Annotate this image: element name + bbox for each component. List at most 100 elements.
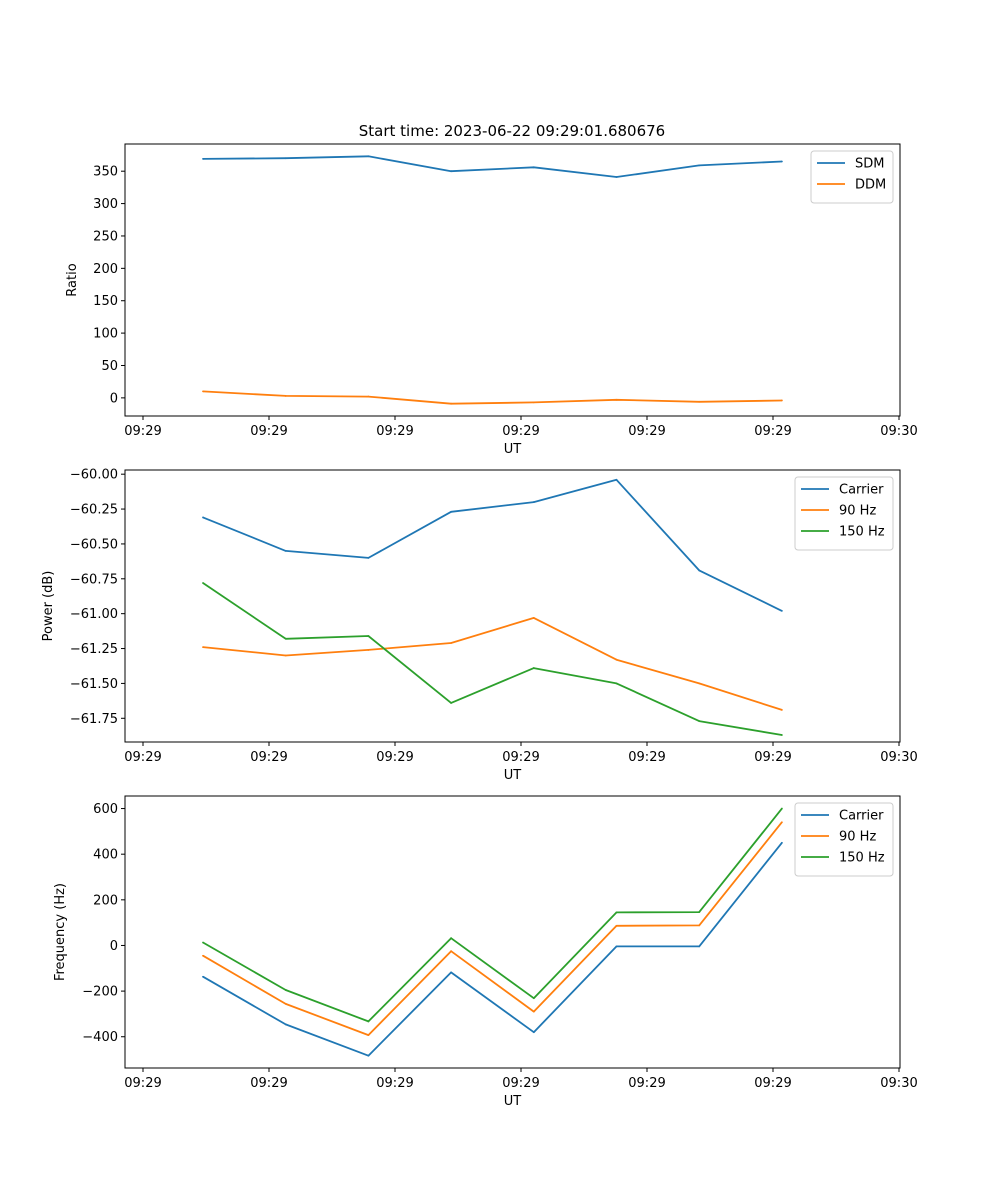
x-tick-label: 09:29	[754, 424, 791, 439]
legend: SDM DDM	[810, 150, 894, 204]
data-point	[202, 954, 204, 957]
legend: Carrier 90 Hz 150 Hz	[794, 476, 894, 551]
x-tick-label: 09:29	[754, 750, 791, 765]
x-tick-label: 09:29	[250, 1076, 287, 1091]
y-tick-label: 100	[93, 327, 118, 342]
x-tick-label: 09:30	[880, 750, 917, 765]
legend-entry: 150 Hz	[839, 525, 885, 540]
y-tick-label: −61.50	[70, 677, 118, 692]
data-point	[202, 975, 204, 978]
x-tick-label: 09:29	[376, 750, 413, 765]
y-tick-label: −60.25	[70, 503, 118, 518]
series-line-90-hz	[202, 821, 783, 1036]
x-tick-label: 09:29	[502, 750, 539, 765]
x-axis-label: UT	[504, 768, 522, 783]
y-tick-label: 200	[93, 262, 118, 277]
series-line-ddm	[202, 390, 782, 405]
data-point	[781, 399, 783, 402]
y-tick-label: 0	[110, 939, 118, 954]
data-point	[781, 807, 783, 810]
legend-entry: Carrier	[839, 483, 884, 498]
y-tick-label: −60.50	[70, 537, 118, 552]
data-point	[781, 821, 783, 824]
legend-entry: DDM	[855, 178, 886, 193]
x-tick-label: 09:29	[124, 1076, 161, 1091]
y-axis-label: Power (dB)	[41, 571, 56, 642]
data-point	[615, 478, 618, 481]
y-tick-label: −60.75	[70, 572, 118, 587]
data-point	[781, 609, 783, 612]
data-point	[202, 157, 204, 160]
legend-entry: Carrier	[839, 809, 884, 824]
data-point	[284, 989, 287, 991]
data-point	[532, 667, 535, 669]
axes-frame	[124, 469, 901, 743]
legend-entry: SDM	[855, 157, 884, 172]
x-tick-label: 09:29	[124, 424, 161, 439]
y-tick-label: −61.25	[70, 642, 118, 657]
y-tick-label: 50	[101, 359, 118, 374]
y-tick-label: −61.00	[70, 607, 118, 622]
data-point	[781, 841, 783, 844]
data-point	[284, 550, 287, 552]
data-point	[615, 658, 618, 661]
data-point	[532, 1010, 535, 1013]
data-point	[450, 510, 452, 513]
y-tick-label: −61.75	[70, 712, 118, 727]
x-tick-label: 09:29	[628, 1076, 665, 1091]
data-point	[202, 582, 204, 584]
data-point	[367, 649, 370, 651]
data-point	[284, 1002, 287, 1005]
y-axis-label: Ratio	[65, 263, 80, 296]
data-point	[532, 501, 535, 503]
data-point	[615, 945, 618, 948]
x-tick-label: 09:29	[376, 1076, 413, 1091]
data-point	[450, 971, 452, 974]
y-tick-label: 400	[93, 848, 118, 863]
x-tick-label: 09:29	[628, 424, 665, 439]
data-point	[284, 157, 287, 160]
data-point	[781, 734, 783, 736]
y-tick-label: −60.00	[70, 468, 118, 483]
data-point	[450, 402, 452, 405]
legend-entry: 150 Hz	[839, 851, 885, 866]
data-point	[532, 616, 535, 619]
data-point	[450, 702, 452, 704]
data-point	[367, 155, 370, 158]
data-point	[367, 556, 370, 559]
data-point	[698, 682, 701, 685]
data-point	[615, 682, 618, 685]
y-tick-label: −200	[82, 985, 118, 1000]
x-tick-label: 09:29	[124, 750, 161, 765]
data-point	[532, 166, 535, 169]
y-tick-label: 600	[93, 802, 118, 817]
data-point	[698, 911, 701, 914]
data-point	[367, 395, 370, 398]
x-tick-label: 09:29	[250, 750, 287, 765]
data-point	[698, 400, 701, 403]
x-axis-label: UT	[504, 442, 522, 457]
series-line-150-hz	[202, 582, 783, 736]
y-tick-label: 350	[93, 165, 118, 180]
data-point	[202, 941, 204, 944]
data-point	[450, 950, 452, 953]
data-point	[202, 516, 204, 519]
data-point	[781, 160, 783, 163]
data-point	[284, 1023, 287, 1026]
x-tick-label: 09:30	[880, 1076, 917, 1091]
data-point	[532, 401, 535, 404]
series-line-carrier	[202, 478, 783, 612]
y-tick-label: 300	[93, 197, 118, 212]
x-tick-label: 09:29	[376, 424, 413, 439]
legend-box	[810, 150, 894, 204]
data-point	[284, 637, 287, 640]
data-point	[615, 911, 618, 914]
data-point	[202, 390, 204, 393]
x-tick-label: 09:29	[502, 1076, 539, 1091]
data-point	[781, 709, 783, 711]
chart-panel-1: 09:29 09:29 09:29 09:29 09:29 09:29 09:30 0 50 10…	[65, 143, 918, 457]
y-tick-label: 200	[93, 893, 118, 908]
data-point	[698, 569, 701, 572]
data-point	[202, 646, 204, 649]
